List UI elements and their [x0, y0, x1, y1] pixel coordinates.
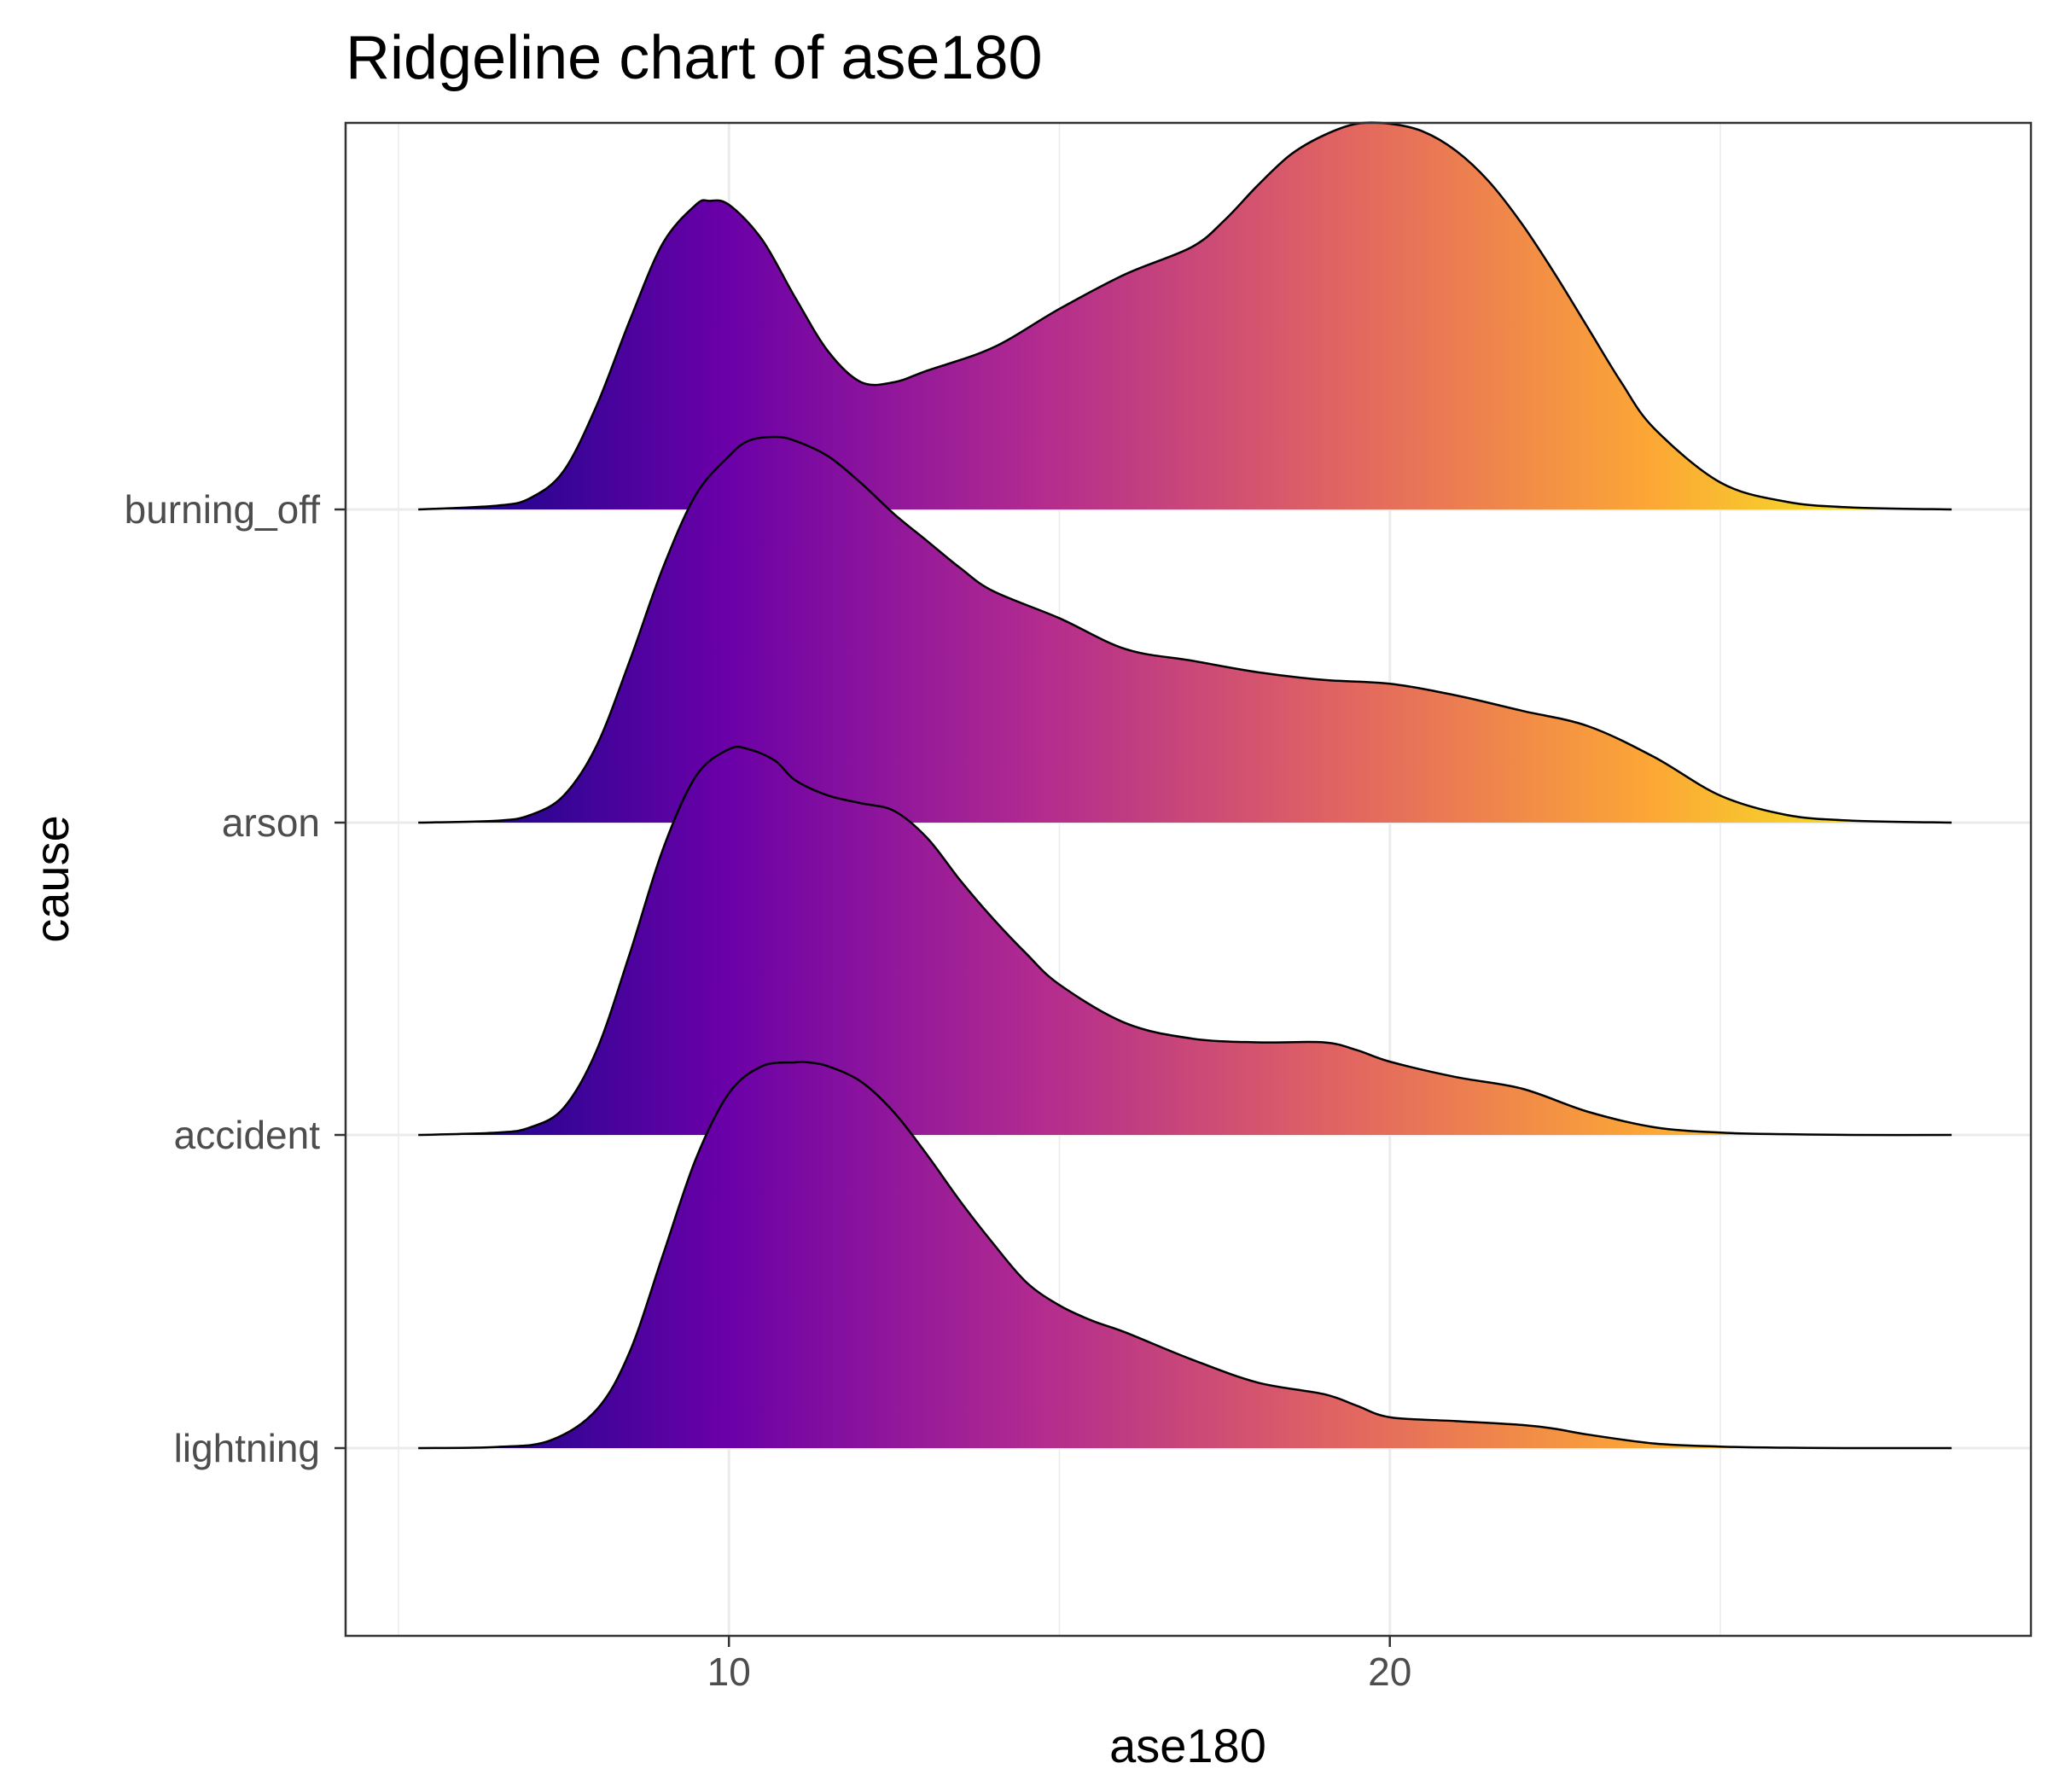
ridge-line — [418, 1061, 1952, 1450]
ridge-line — [418, 745, 1952, 1137]
chart-title: Ridgeline chart of ase180 — [346, 24, 1043, 92]
y-axis-title: cause — [25, 815, 79, 942]
ridge-lightning — [418, 1061, 1952, 1450]
ridge-area — [418, 122, 1952, 509]
x-tick-label: 20 — [1368, 1649, 1411, 1694]
ridge-burning-off — [418, 121, 1952, 511]
ridge-arson — [418, 435, 1952, 824]
x-axis: 10 20 — [707, 1636, 1411, 1694]
y-tick-label: arson — [222, 800, 320, 845]
y-axis: lightning accident arson burning_off — [125, 487, 346, 1470]
ridge-area — [418, 437, 1952, 823]
ridge-area — [418, 1062, 1952, 1449]
ridge-line — [418, 435, 1952, 824]
x-axis-title: ase180 — [1109, 1719, 1266, 1772]
y-tick-label: burning_off — [125, 487, 321, 532]
ridge-line — [418, 121, 1952, 511]
y-tick-label: accident — [174, 1113, 321, 1157]
y-tick-label: lightning — [174, 1426, 320, 1470]
x-tick-label: 10 — [707, 1649, 751, 1694]
ridges — [418, 121, 1952, 1450]
ridge-area — [418, 747, 1952, 1136]
ridge-accident — [418, 745, 1952, 1137]
plot-border — [344, 121, 2033, 1638]
